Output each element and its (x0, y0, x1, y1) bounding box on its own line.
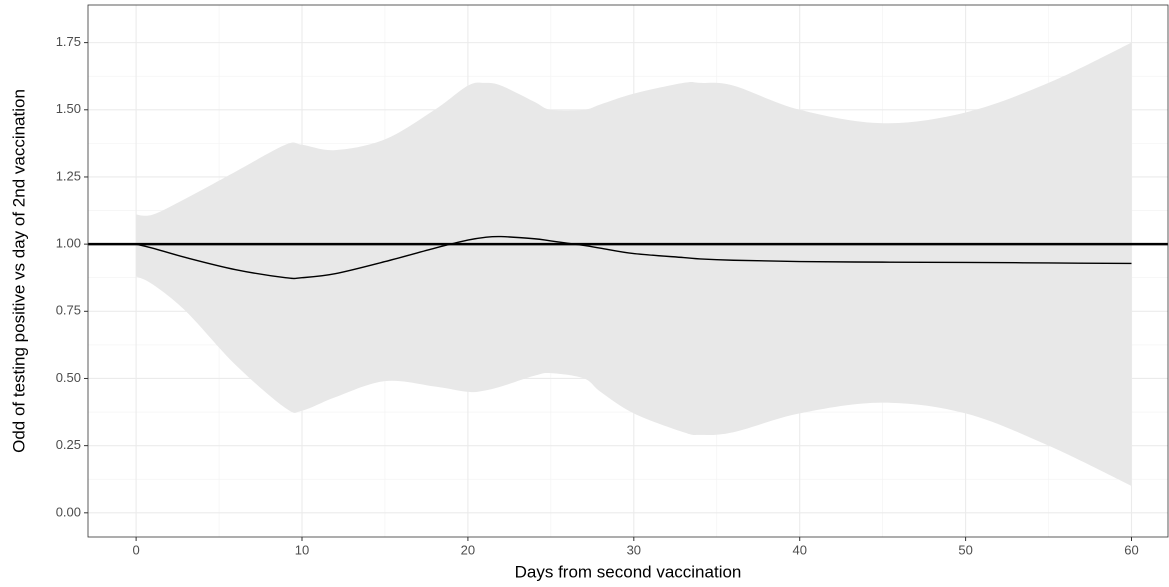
y-tick-label: 1.75 (56, 34, 81, 49)
estimate-line (135, 235, 1132, 280)
x-axis-title: Days from second vaccination (515, 562, 742, 581)
y-tick-label: 1.50 (56, 101, 81, 116)
y-tick-label: 1.25 (56, 168, 81, 183)
x-tick-label: 40 (792, 542, 806, 557)
y-axis-title: Odd of testing positive vs day of 2nd va… (9, 89, 28, 453)
x-tick-label: 10 (295, 542, 309, 557)
plot-border (87, 4, 1169, 538)
x-tick-label: 50 (958, 542, 972, 557)
x-tick-label: 30 (627, 542, 641, 557)
x-tick-label: 60 (1124, 542, 1138, 557)
y-tick-label: 0.00 (56, 504, 81, 519)
x-tick-label: 20 (461, 542, 475, 557)
confidence-band (136, 42, 1132, 486)
y-tick-label: 1.00 (56, 236, 81, 251)
y-tick-label: 0.25 (56, 437, 81, 452)
y-tick-label: 0.75 (56, 303, 81, 318)
x-tick-label: 0 (132, 542, 139, 557)
y-tick-label: 0.50 (56, 370, 81, 385)
